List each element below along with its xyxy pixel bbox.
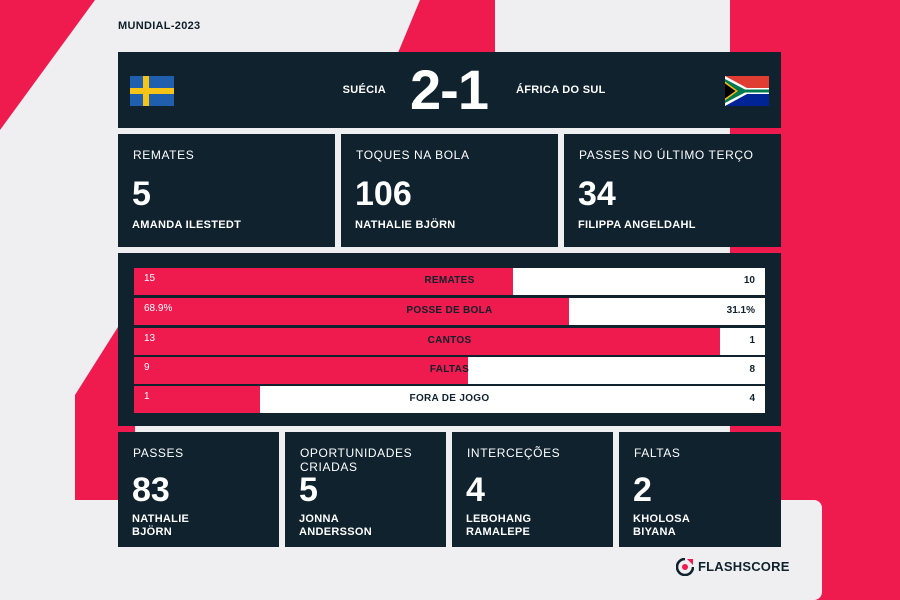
stat-card-toques: TOQUES NA BOLA 106 NATHALIE BJÖRN [341, 134, 558, 247]
stat-player: KHOLOSA BIYANA [633, 513, 691, 538]
away-value: 10 [743, 275, 755, 286]
stat-value: 34 [578, 175, 616, 213]
home-value: 68.9% [144, 303, 173, 314]
comparison-row: 9 FALTAS 8 [134, 357, 765, 384]
stat-value: 2 [633, 471, 652, 509]
stat-player: FILIPPA ANGELDAHL [578, 219, 696, 231]
match-score: 2-1 [410, 58, 489, 121]
stat-value: 83 [132, 471, 170, 509]
comparison-label: REMATES [424, 275, 475, 286]
stat-value: 106 [355, 175, 412, 213]
comparison-label: FALTAS [429, 364, 470, 375]
brand-name: FLASHSCORE [698, 559, 790, 574]
stat-title: REMATES [133, 148, 195, 162]
stat-player: JONNA ANDERSSON [299, 513, 372, 538]
comparison-panel: 15 REMATES 10 68.9% POSSE DE BOLA 31.1% … [118, 253, 781, 426]
stat-card-passes-terco: PASSES NO ÚLTIMO TERÇO 34 FILIPPA ANGELD… [564, 134, 781, 247]
stat-card-passes: PASSES 83 NATHALIE BJÖRN [118, 432, 279, 547]
stat-player: LEBOHANG RAMALEPE [466, 513, 532, 538]
stat-player: NATHALIE BJÖRN [355, 219, 456, 231]
comparison-label: FORA DE JOGO [409, 393, 490, 404]
home-share-bar [134, 268, 513, 295]
stat-value: 4 [466, 471, 485, 509]
away-team-name: ÁFRICA DO SUL [516, 84, 606, 96]
comparison-label: POSSE DE BOLA [406, 305, 493, 316]
comparison-row: 13 CANTOS 1 [134, 328, 765, 355]
stat-card-faltas: FALTAS 2 KHOLOSA BIYANA [619, 432, 781, 547]
comparison-row: 68.9% POSSE DE BOLA 31.1% [134, 298, 765, 325]
stat-value: 5 [299, 471, 318, 509]
tournament-label: MUNDIAL-2023 [118, 20, 201, 32]
home-team-name: SUÉCIA [342, 84, 386, 96]
stat-card-remates: REMATES 5 AMANDA ILESTEDT [118, 134, 335, 247]
home-value: 1 [144, 391, 150, 402]
comparison-label: CANTOS [427, 335, 472, 346]
stat-card-oportunidades: OPORTUNIDADES CRIADAS 5 JONNA ANDERSSON [285, 432, 446, 547]
home-value: 9 [144, 362, 150, 373]
home-share-bar [134, 298, 569, 325]
stat-player: NATHALIE BJÖRN [132, 513, 190, 538]
home-share-bar [134, 386, 261, 413]
stat-title: PASSES NO ÚLTIMO TERÇO [579, 148, 754, 162]
comparison-row: 1 FORA DE JOGO 4 [134, 386, 765, 413]
scoreboard: SUÉCIA 2-1 ÁFRICA DO SUL [118, 52, 781, 128]
stat-title: PASSES [133, 446, 184, 460]
stat-card-intercecoes: INTERCEÇÕES 4 LEBOHANG RAMALEPE [452, 432, 613, 547]
comparison-row: 15 REMATES 10 [134, 268, 765, 295]
home-share-bar [134, 328, 721, 355]
home-share-bar [134, 357, 468, 384]
away-value: 31.1% [726, 305, 755, 316]
stat-player: AMANDA ILESTEDT [132, 219, 242, 231]
stat-title: TOQUES NA BOLA [356, 148, 470, 162]
south-africa-flag-icon [725, 76, 769, 106]
away-value: 1 [749, 335, 755, 346]
home-value: 13 [144, 333, 156, 344]
away-value: 8 [749, 364, 755, 375]
home-value: 15 [144, 273, 156, 284]
sweden-flag-icon [130, 76, 174, 106]
stat-value: 5 [132, 175, 151, 213]
stat-title: INTERCEÇÕES [467, 446, 561, 460]
away-value: 4 [749, 393, 755, 404]
stat-title: FALTAS [634, 446, 681, 460]
stat-title: OPORTUNIDADES CRIADAS [300, 446, 413, 474]
flashscore-logo-icon [676, 558, 694, 576]
